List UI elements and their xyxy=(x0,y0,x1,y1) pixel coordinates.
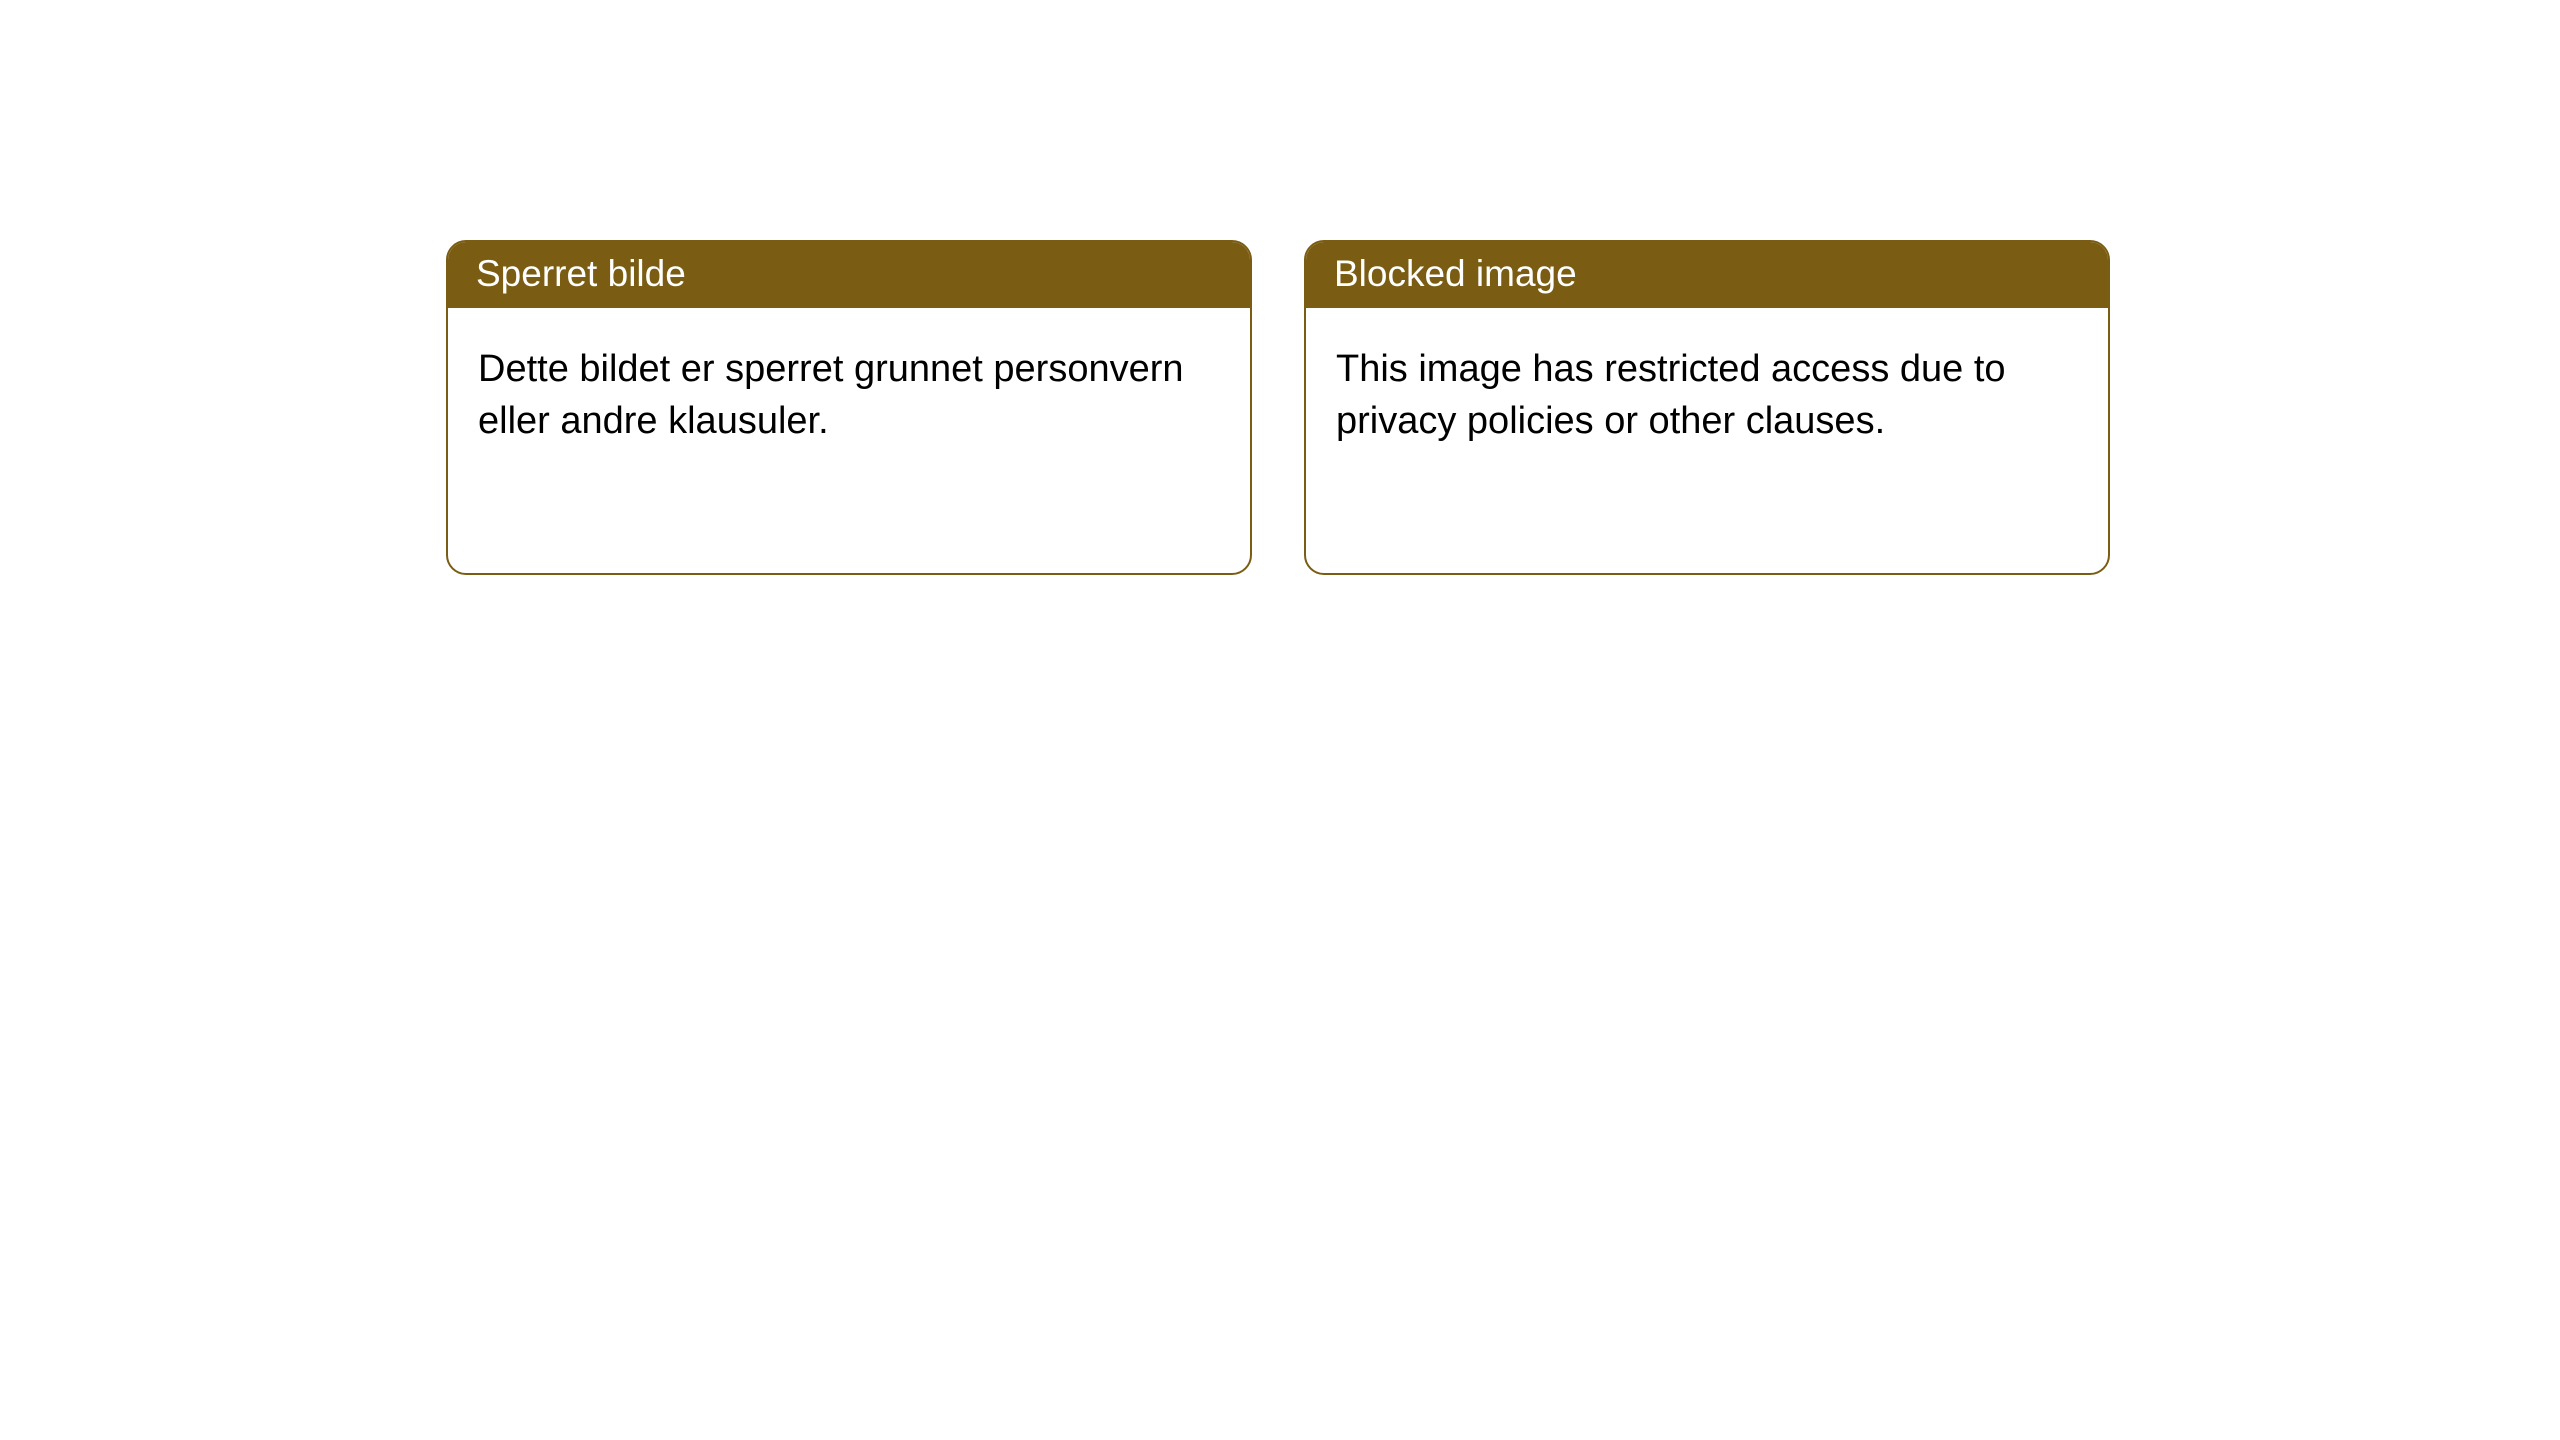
notice-container: Sperret bilde Dette bildet er sperret gr… xyxy=(0,0,2560,575)
notice-card-norwegian: Sperret bilde Dette bildet er sperret gr… xyxy=(446,240,1252,575)
notice-header: Blocked image xyxy=(1306,242,2108,308)
notice-body: Dette bildet er sperret grunnet personve… xyxy=(448,308,1250,477)
notice-header: Sperret bilde xyxy=(448,242,1250,308)
notice-body: This image has restricted access due to … xyxy=(1306,308,2108,477)
notice-card-english: Blocked image This image has restricted … xyxy=(1304,240,2110,575)
